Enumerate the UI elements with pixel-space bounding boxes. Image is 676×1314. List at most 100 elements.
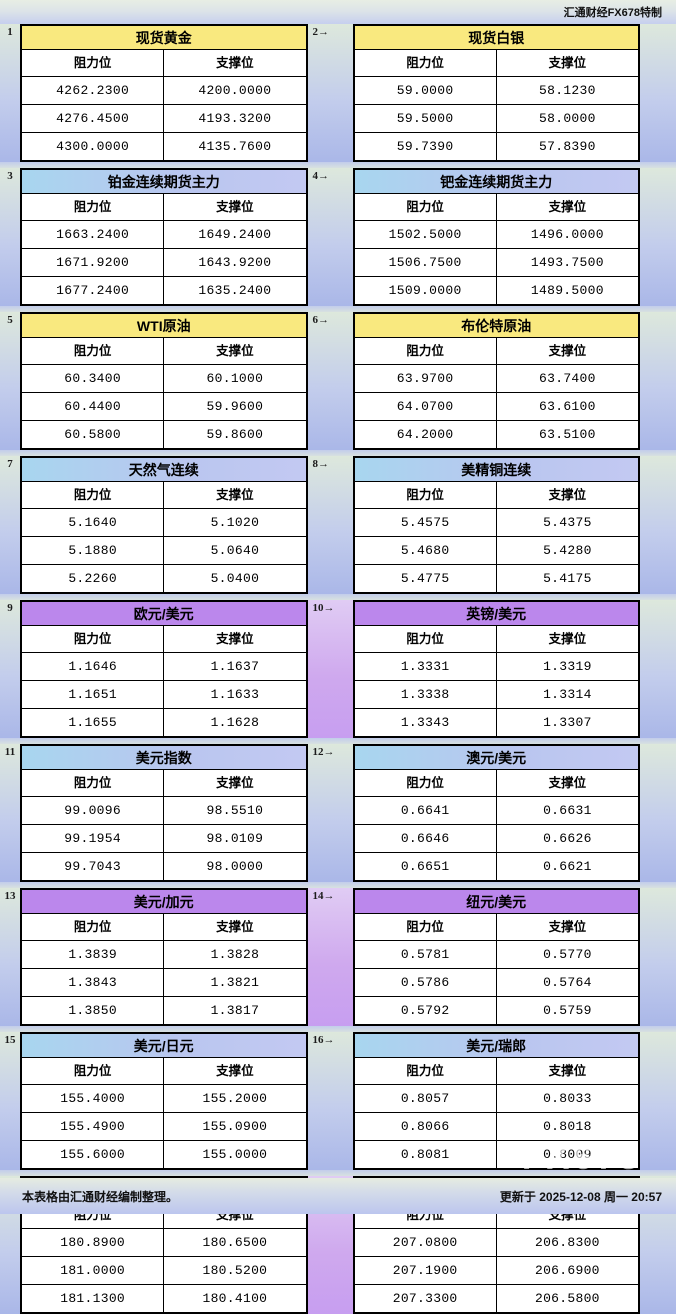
- table-row: 1.1655 1.1628: [22, 708, 306, 736]
- table-row: 1671.9200 1643.9200: [22, 248, 306, 276]
- instrument-panel[interactable]: 布伦特原油 阻力位 支撑位 63.9700 63.7400 64.0700 63.6100 6…: [352, 312, 640, 450]
- resistance-value: 4276.4500: [22, 105, 165, 132]
- banner-title: 汇通财经FX678特制: [563, 7, 662, 19]
- row-index-gutter-middle: 2→: [307, 24, 353, 162]
- instrument-panel[interactable]: 纽元/美元 阻力位 支撑位 0.5781 0.5770 0.5786 0.5764 0.579…: [352, 888, 640, 1026]
- support-value: 1.1637: [164, 653, 306, 680]
- instrument-title: 美元/加元: [22, 890, 306, 914]
- resistance-value: 207.3300: [354, 1285, 497, 1312]
- column-header-support: 支撑位: [164, 194, 306, 220]
- column-header-row: 阻力位 支撑位: [354, 194, 638, 221]
- support-value: 5.1020: [164, 509, 306, 536]
- table-row: 4276.4500 4193.3200: [22, 104, 306, 132]
- column-header-support: 支撑位: [496, 482, 638, 508]
- resistance-value: 5.4775: [354, 565, 497, 592]
- row-gutter-right: [640, 312, 676, 450]
- column-header-row: 阻力位 支撑位: [22, 914, 306, 941]
- support-value: 0.5764: [496, 969, 638, 996]
- support-value: 1.3817: [164, 997, 306, 1024]
- column-header-row: 阻力位 支撑位: [354, 770, 638, 797]
- column-header-support: 支撑位: [164, 482, 306, 508]
- table-row: 0.8066 0.8018: [354, 1112, 638, 1140]
- instrument-title: 布伦特原油: [354, 314, 638, 338]
- column-header-row: 阻力位 支撑位: [354, 914, 638, 941]
- resistance-value: 64.2000: [354, 421, 497, 448]
- column-header-resistance: 阻力位: [22, 914, 165, 940]
- footer-credit: 本表格由汇通财经编制整理。: [22, 1189, 179, 1204]
- column-header-resistance: 阻力位: [22, 626, 165, 652]
- table-row: 207.1900 206.6900: [354, 1256, 638, 1284]
- column-header-support: 支撑位: [496, 338, 638, 364]
- column-header-row: 阻力位 支撑位: [22, 50, 306, 77]
- row-index-gutter-middle: 4→: [307, 168, 353, 306]
- instrument-panel[interactable]: 美元/加元 阻力位 支撑位 1.3839 1.3828 1.3843 1.3821 1.385…: [20, 888, 308, 1026]
- table-row: 181.0000 180.5200: [22, 1256, 306, 1284]
- instrument-panel[interactable]: 美元指数 阻力位 支撑位 99.0096 98.5510 99.1954 98.0109 99…: [20, 744, 308, 882]
- instrument-panel[interactable]: 现货白银 阻力位 支撑位 59.0000 58.1230 59.5000 58.0000 59…: [352, 24, 640, 162]
- row-gutter-right: [640, 24, 676, 162]
- column-header-support: 支撑位: [496, 1058, 638, 1084]
- instrument-panel[interactable]: 欧元/美元 阻力位 支撑位 1.1646 1.1637 1.1651 1.1633 1.165…: [20, 600, 308, 738]
- resistance-value: 99.7043: [22, 853, 165, 880]
- support-value: 58.1230: [496, 77, 638, 104]
- block-index-label: 11: [4, 746, 16, 758]
- block-index-label: 1: [7, 26, 13, 38]
- resistance-value: 180.8900: [22, 1229, 165, 1256]
- instrument-panel[interactable]: 钯金连续期货主力 阻力位 支撑位 1502.5000 1496.0000 1506.750…: [352, 168, 640, 306]
- resistance-value: 60.4400: [22, 393, 165, 420]
- instrument-panel[interactable]: 美元/日元 阻力位 支撑位 155.4000 155.2000 155.4900 155.0…: [20, 1032, 308, 1170]
- table-row: 5.4680 5.4280: [354, 536, 638, 564]
- table-row: 1.3850 1.3817: [22, 996, 306, 1024]
- support-value: 206.8300: [496, 1229, 638, 1256]
- row-index-gutter-middle: 6→: [307, 312, 353, 450]
- row-index-gutter-left: 7: [0, 456, 20, 594]
- row-index-gutter-middle: 14→: [307, 888, 353, 1026]
- instrument-panel[interactable]: 铂金连续期货主力 阻力位 支撑位 1663.2400 1649.2400 1671.920…: [20, 168, 308, 306]
- instrument-title: 钯金连续期货主力: [354, 170, 638, 194]
- table-row: 1.3338 1.3314: [354, 680, 638, 708]
- instrument-panel[interactable]: 现货黄金 阻力位 支撑位 4262.2300 4200.0000 4276.4500 419…: [20, 24, 308, 162]
- instrument-panel[interactable]: 英镑/美元 阻力位 支撑位 1.3331 1.3319 1.3338 1.3314 1.334…: [352, 600, 640, 738]
- block-row: 3 铂金连续期货主力 阻力位 支撑位 1663.2400 1649.2400 1671.92…: [0, 168, 676, 306]
- instrument-panel[interactable]: 美元/瑞郎 阻力位 支撑位 0.8057 0.8033 0.8066 0.8018 0.808…: [352, 1032, 640, 1170]
- resistance-value: 155.4000: [22, 1085, 165, 1112]
- resistance-value: 0.5781: [354, 941, 497, 968]
- resistance-value: 1.3839: [22, 941, 165, 968]
- resistance-value: 59.5000: [354, 105, 497, 132]
- block-row-spacer: [0, 450, 676, 456]
- table-row: 5.1880 5.0640: [22, 536, 306, 564]
- column-header-support: 支撑位: [496, 194, 638, 220]
- support-value: 1643.9200: [164, 249, 306, 276]
- resistance-value: 155.6000: [22, 1141, 165, 1168]
- support-value: 0.6631: [496, 797, 638, 824]
- row-index-gutter-left: 13: [0, 888, 20, 1026]
- support-value: 206.6900: [496, 1257, 638, 1284]
- column-header-support: 支撑位: [164, 626, 306, 652]
- column-header-resistance: 阻力位: [22, 338, 165, 364]
- instrument-panel[interactable]: 美精铜连续 阻力位 支撑位 5.4575 5.4375 5.4680 5.4280 5.477…: [352, 456, 640, 594]
- instrument-panel[interactable]: WTI原油 阻力位 支撑位 60.3400 60.1000 60.4400 59.9600 6…: [20, 312, 308, 450]
- instrument-title: 美元指数: [22, 746, 306, 770]
- support-value: 1.1628: [164, 709, 306, 736]
- column-header-row: 阻力位 支撑位: [22, 626, 306, 653]
- support-value: 98.0000: [164, 853, 306, 880]
- column-header-resistance: 阻力位: [354, 1058, 497, 1084]
- column-header-support: 支撑位: [164, 770, 306, 796]
- table-row: 59.0000 58.1230: [354, 77, 638, 104]
- support-value: 206.5800: [496, 1285, 638, 1312]
- support-value: 1.3307: [496, 709, 638, 736]
- instrument-panel[interactable]: 天然气连续 阻力位 支撑位 5.1640 5.1020 5.1880 5.0640 5.226…: [20, 456, 308, 594]
- instrument-panel[interactable]: 澳元/美元 阻力位 支撑位 0.6641 0.6631 0.6646 0.6626 0.665…: [352, 744, 640, 882]
- resistance-value: 1677.2400: [22, 277, 165, 304]
- resistance-value: 99.0096: [22, 797, 165, 824]
- column-header-support: 支撑位: [164, 1058, 306, 1084]
- support-value: 0.8018: [496, 1113, 638, 1140]
- support-value: 0.6626: [496, 825, 638, 852]
- table-row: 0.5792 0.5759: [354, 996, 638, 1024]
- instrument-title: 美精铜连续: [354, 458, 638, 482]
- column-header-support: 支撑位: [496, 50, 638, 76]
- table-row: 0.8081 0.8009: [354, 1140, 638, 1168]
- block-row: 11 美元指数 阻力位 支撑位 99.0096 98.5510 99.1954 98.0109…: [0, 744, 676, 882]
- column-header-resistance: 阻力位: [354, 770, 497, 796]
- instrument-title: 天然气连续: [22, 458, 306, 482]
